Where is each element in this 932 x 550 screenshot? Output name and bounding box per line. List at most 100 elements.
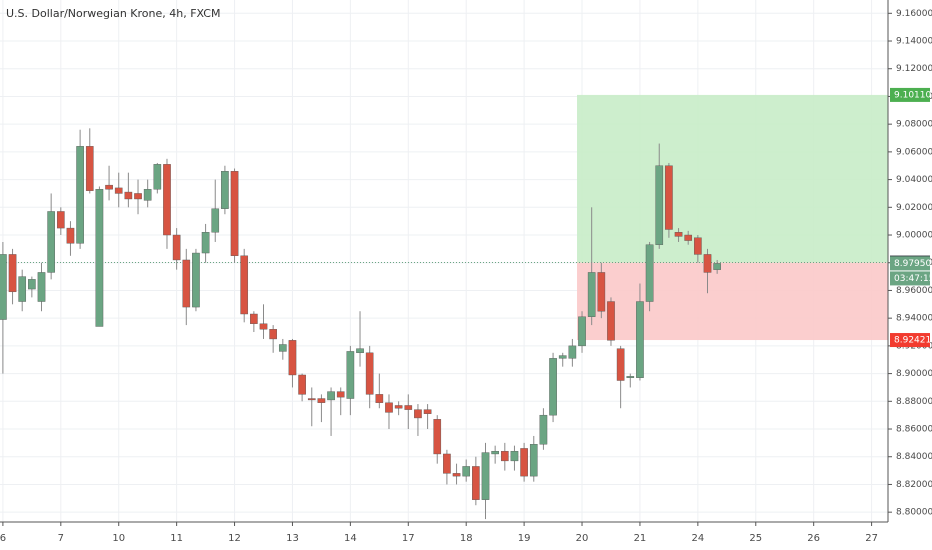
x-tick-label: 12	[228, 533, 241, 544]
candle-body	[56, 211, 65, 229]
candle-body	[462, 466, 471, 477]
candle-body	[0, 254, 7, 320]
candle-body	[703, 254, 712, 273]
candle-body	[278, 344, 287, 352]
candle-body	[201, 232, 210, 254]
candle-body	[240, 255, 249, 315]
x-tick-label: 19	[518, 533, 531, 544]
x-tick-label: 11	[170, 533, 183, 544]
candle-body	[375, 394, 384, 403]
candle-body	[211, 208, 220, 233]
candle-body	[18, 276, 27, 302]
y-tick-label: 8.84000	[896, 452, 932, 462]
candle-body	[558, 355, 567, 359]
y-tick-label: 8.94000	[896, 314, 932, 324]
candle-body	[645, 244, 654, 302]
candle-body	[694, 237, 702, 255]
x-tick-label: 21	[634, 533, 647, 544]
candle-body	[433, 419, 442, 455]
candle-body	[385, 402, 393, 413]
candle-body	[472, 466, 480, 500]
countdown: 03:47:15	[894, 274, 932, 284]
candle-body	[665, 165, 673, 230]
price-label: 9.10110	[894, 90, 931, 100]
candle-body	[327, 391, 335, 401]
candle-body	[597, 272, 606, 312]
candle-body	[47, 211, 55, 273]
y-tick-label: 9.00000	[896, 231, 932, 241]
candle-body	[8, 254, 17, 293]
candle-body	[713, 263, 721, 270]
candle-body	[163, 164, 171, 236]
candle-body	[28, 279, 36, 290]
candle-body	[443, 453, 451, 474]
candle-body	[192, 252, 200, 308]
candle-body	[288, 340, 297, 376]
y-tick-label: 9.14000	[896, 37, 932, 47]
candle-body	[520, 448, 528, 477]
x-tick-label: 25	[749, 533, 762, 544]
y-tick-label: 9.08000	[896, 120, 932, 130]
candle-body	[298, 374, 306, 395]
price-label: 8.97950	[894, 259, 931, 269]
candle-body	[153, 164, 162, 190]
candle-body	[529, 444, 538, 477]
y-tick-label: 9.12000	[896, 64, 932, 74]
candle-body	[124, 191, 133, 200]
candle-body	[105, 184, 113, 190]
candle-body	[134, 193, 142, 200]
candle-body	[336, 391, 345, 398]
candle-body	[114, 187, 123, 194]
candle-body	[269, 329, 277, 340]
candle-body	[182, 259, 191, 308]
candle-body	[85, 146, 94, 191]
countdown-bg	[890, 271, 930, 286]
y-tick-label: 8.96000	[896, 286, 932, 296]
candle-body	[37, 272, 46, 302]
candle-body	[95, 189, 104, 327]
plot-area	[0, 0, 888, 522]
y-tick-label: 9.02000	[896, 203, 932, 213]
x-tick-label: 14	[344, 533, 357, 544]
candle-body	[636, 301, 644, 378]
candle-body	[172, 234, 181, 261]
candle-body	[500, 450, 509, 462]
candle-body	[587, 272, 596, 317]
candle-body	[250, 313, 258, 324]
candle-body	[259, 323, 268, 330]
chart-title: U.S. Dollar/Norwegian Krone, 4h, FXCM	[6, 7, 220, 20]
price-label-bg	[890, 256, 930, 271]
candle-body	[365, 352, 374, 395]
time-axis-bg	[0, 522, 932, 550]
x-tick-label: 7	[58, 533, 64, 544]
candle-body	[230, 171, 239, 257]
candle-body	[568, 345, 577, 359]
x-tick-label: 10	[112, 533, 125, 544]
candle-body	[66, 227, 75, 244]
candle-body	[394, 405, 403, 409]
x-tick-label: 17	[402, 533, 415, 544]
candle-body	[684, 234, 693, 241]
candle-body	[346, 351, 355, 399]
candle-body	[491, 450, 499, 455]
y-tick-label: 9.04000	[896, 175, 932, 185]
profit-zone	[577, 94, 888, 263]
price-label-bg	[890, 333, 930, 348]
candle-body	[549, 358, 557, 416]
candle-body	[414, 409, 422, 419]
candle-body	[356, 348, 364, 354]
candle-body	[616, 348, 625, 381]
price-label: 8.92421	[894, 336, 931, 346]
x-tick-label: 18	[460, 533, 473, 544]
candle-body	[510, 450, 519, 462]
y-tick-label: 9.06000	[896, 147, 932, 157]
y-tick-label: 9.16000	[896, 9, 932, 19]
candle-body	[143, 189, 152, 201]
candle-body	[674, 232, 683, 237]
y-tick-label: 8.88000	[896, 397, 932, 407]
candle-body	[317, 398, 326, 403]
price-label-bg	[890, 87, 930, 102]
candle-body	[539, 414, 548, 445]
y-tick-label: 8.86000	[896, 425, 932, 435]
